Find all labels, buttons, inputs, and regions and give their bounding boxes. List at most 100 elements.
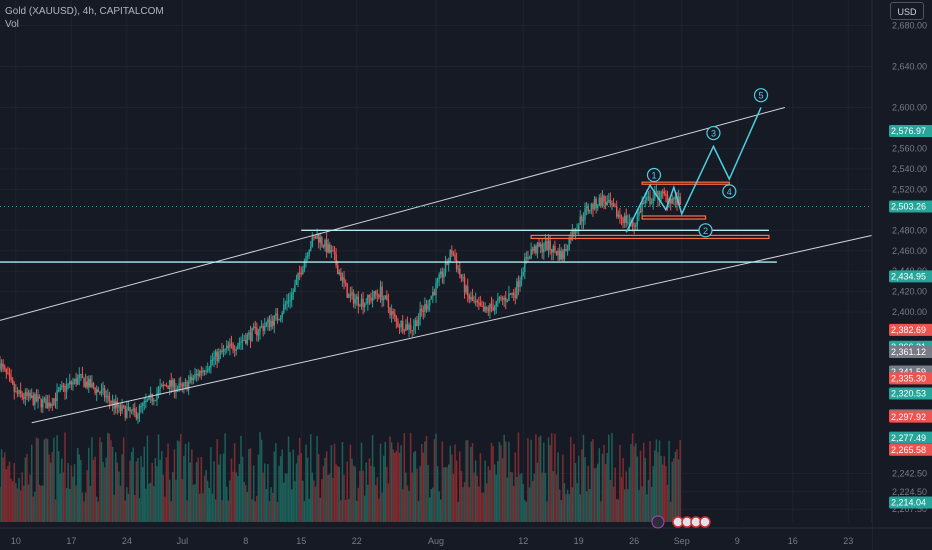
volume-bar (619, 444, 621, 522)
volume-bar (451, 454, 453, 522)
y-tick-label: 2,520.00 (892, 184, 927, 194)
candle (300, 272, 302, 275)
candle (343, 277, 345, 283)
volume-bar (485, 483, 488, 522)
volume-bar (608, 434, 610, 522)
candle (224, 348, 226, 350)
candle (275, 313, 277, 316)
candle (187, 381, 190, 390)
volume-bar (192, 484, 195, 522)
candle (376, 294, 379, 296)
candle (497, 299, 499, 302)
candle (51, 404, 54, 406)
volume-bar (441, 441, 444, 522)
volume-bar (300, 453, 302, 522)
volume-bar (563, 483, 566, 522)
candle (398, 326, 401, 328)
channel-lower-line (31, 234, 873, 424)
volume-bar (53, 437, 55, 522)
volume-bar (433, 439, 436, 522)
volume-bar (543, 442, 545, 522)
y-tick-label: 2,600.00 (892, 102, 927, 112)
candle (522, 271, 524, 275)
volume-bar (114, 452, 117, 522)
volume-bar (398, 452, 401, 522)
volume-bar (677, 459, 680, 522)
volume-bar (108, 433, 111, 522)
candle (267, 319, 269, 323)
candle (184, 381, 187, 383)
volume-bar (413, 452, 415, 522)
candle (409, 324, 412, 331)
volume-bar (612, 486, 615, 522)
y-tick-label: 2,540.00 (892, 164, 927, 174)
volume-bar (329, 473, 331, 522)
volume-bar (325, 451, 328, 522)
volume-bar (84, 492, 87, 522)
candle (26, 392, 28, 396)
candle (363, 303, 366, 308)
candle (441, 271, 444, 278)
candle (86, 381, 88, 388)
volume-bar (172, 472, 174, 522)
volume-bar (373, 466, 375, 522)
volume-bar (194, 484, 196, 522)
volume-bar (493, 464, 496, 522)
volume-bar (348, 499, 350, 522)
candle (2, 363, 4, 367)
candle (138, 406, 141, 415)
candle (413, 326, 415, 331)
candle (438, 274, 440, 280)
candle (641, 202, 643, 212)
currency-button[interactable]: USD (890, 2, 924, 20)
candle (262, 326, 264, 331)
volume-bar (508, 441, 510, 522)
volume-bar (145, 488, 147, 522)
volume-bar (592, 439, 594, 522)
volume-bar (375, 485, 377, 522)
volume-bar (430, 489, 432, 522)
candle (21, 393, 23, 398)
volume-bar (628, 467, 631, 522)
candle (40, 398, 42, 408)
volume-bar (376, 477, 379, 522)
volume-bar (576, 482, 578, 522)
volume-bar (490, 442, 493, 522)
volume-bar (297, 455, 299, 522)
volume-bar (187, 442, 190, 522)
volume-bar (370, 465, 372, 522)
volume-bar (482, 492, 485, 522)
candle (62, 385, 65, 387)
candle (191, 376, 193, 381)
candle (617, 214, 620, 217)
candle (192, 377, 195, 381)
wave-label-circle (646, 167, 662, 183)
volume-bar (254, 501, 257, 522)
volume-bar (557, 452, 559, 522)
price-label-bg (889, 410, 932, 423)
volume-bar (420, 443, 423, 522)
price-label-bg (889, 345, 932, 358)
volume-bar (411, 472, 413, 522)
x-tick-label: 9 (735, 536, 740, 546)
candle (45, 398, 47, 409)
candle (601, 195, 604, 206)
candle (482, 306, 485, 312)
candle (481, 305, 483, 307)
volume-bar (406, 485, 409, 522)
volume-bar (59, 473, 61, 522)
candle (470, 296, 472, 300)
volume-bar (462, 487, 464, 522)
candle (582, 219, 585, 222)
candle (509, 293, 512, 295)
volume-bar (676, 449, 678, 522)
candle (0, 363, 3, 370)
volume-bar (256, 495, 258, 522)
candle (233, 349, 236, 351)
price-label-bg (889, 270, 932, 283)
volume-bar (357, 487, 360, 522)
candle (287, 301, 290, 303)
candle (13, 383, 16, 392)
volume-bar (295, 463, 298, 522)
